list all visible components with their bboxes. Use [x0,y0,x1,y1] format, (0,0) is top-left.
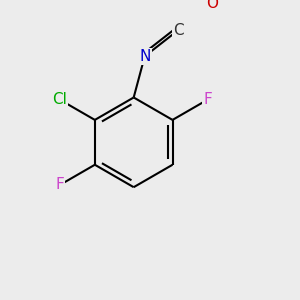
Text: N: N [139,49,150,64]
Text: Cl: Cl [52,92,67,107]
Text: F: F [203,92,212,107]
Text: F: F [56,178,64,193]
Text: C: C [173,22,184,38]
Text: O: O [206,0,218,11]
